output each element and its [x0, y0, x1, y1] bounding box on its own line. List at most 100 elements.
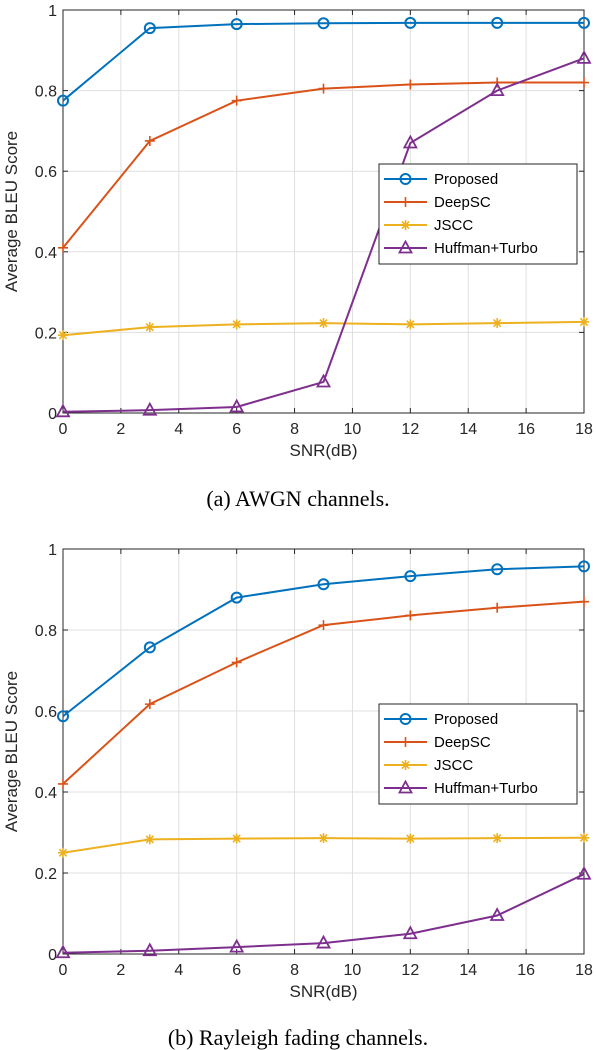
data-point	[229, 938, 245, 953]
legend-label: JSCC	[434, 757, 473, 774]
data-point	[576, 865, 592, 880]
axes-box	[62, 548, 585, 955]
x-tick-label: 4	[174, 962, 183, 979]
data-point	[58, 847, 68, 858]
legend-marker	[397, 239, 414, 254]
series-line	[62, 57, 585, 413]
data-point	[405, 79, 416, 90]
legend-label: JSCC	[434, 217, 473, 234]
data-point	[144, 699, 155, 710]
legend-label: Huffman+Turbo	[434, 780, 538, 797]
y-tick-label: 1	[48, 542, 57, 559]
data-point	[492, 833, 503, 844]
legend-label: Proposed	[434, 711, 498, 728]
data-point	[318, 83, 329, 94]
chart-panel-1: 0 2 4 6 8 10 12 14 16 18 0 0.2 0.4 0.6 0.8 1 SNR(dB) Aver…	[2, 3, 593, 511]
data-point	[57, 710, 69, 723]
data-point	[579, 596, 589, 607]
x-tick-label: 0	[59, 421, 68, 438]
data-point	[144, 322, 155, 333]
data-point	[402, 134, 418, 149]
data-point	[318, 833, 329, 844]
series-JSCC	[58, 832, 589, 858]
data-point	[404, 16, 417, 29]
legend-marker	[400, 197, 411, 207]
data-point	[315, 373, 332, 388]
data-point	[143, 641, 156, 654]
x-tick-label: 18	[575, 962, 593, 979]
data-point	[402, 925, 418, 940]
x-tick-label: 2	[116, 962, 125, 979]
chart-panel-2: 0 2 4 6 8 10 12 14 16 18 0 0.2 0.4 0.6 0.8 1 SNR(dB) Aver…	[2, 542, 593, 1050]
data-point	[317, 578, 330, 591]
x-tick-label: 14	[459, 421, 477, 438]
data-point	[405, 319, 416, 330]
data-point	[579, 832, 589, 843]
data-point	[58, 242, 68, 253]
legend: Proposed DeepSC JSCC Huffman+Turbo	[378, 703, 578, 805]
data-point	[578, 16, 590, 29]
figure-caption: (a) AWGN channels.	[206, 486, 389, 511]
x-tick-label: 6	[232, 421, 241, 438]
data-point	[492, 602, 503, 613]
y-tick-label: 0.8	[35, 84, 57, 101]
y-tick-label: 0.2	[35, 866, 57, 883]
data-point	[231, 833, 242, 844]
legend-label: Huffman+Turbo	[434, 240, 538, 257]
legend-marker	[400, 737, 411, 747]
series-JSCC	[58, 316, 589, 341]
data-point	[579, 77, 589, 88]
legend-marker	[399, 713, 412, 725]
data-point	[404, 570, 417, 583]
x-tick-label: 10	[344, 962, 362, 979]
series-Proposed	[57, 560, 590, 723]
data-point	[144, 135, 155, 146]
data-point	[576, 49, 592, 64]
data-point	[55, 403, 71, 418]
data-point	[489, 907, 505, 921]
y-tick-label: 0	[48, 406, 57, 423]
y-tick-label: 0.4	[35, 245, 57, 262]
x-tick-label: 8	[290, 421, 299, 438]
x-axis-label: SNR(dB)	[289, 441, 357, 460]
x-tick-label: 8	[290, 962, 299, 979]
data-point	[318, 318, 329, 329]
data-point	[142, 401, 158, 416]
data-point	[144, 834, 155, 845]
y-tick-label: 1	[48, 3, 57, 20]
data-point	[230, 591, 243, 604]
legend-marker	[397, 779, 414, 794]
data-point	[142, 942, 158, 957]
series-Huffman+Turbo	[55, 865, 592, 959]
data-point	[317, 17, 330, 30]
legend-marker	[400, 220, 411, 230]
data-point	[405, 610, 416, 621]
x-tick-label: 16	[517, 962, 535, 979]
y-tick-label: 0.4	[35, 785, 57, 802]
series-Huffman+Turbo	[55, 49, 592, 418]
x-tick-label: 4	[174, 421, 183, 438]
legend-label: DeepSC	[434, 734, 491, 751]
y-tick-label: 0.8	[35, 623, 57, 640]
data-point	[578, 560, 590, 573]
figure-caption: (b) Rayleigh fading channels.	[168, 1025, 428, 1050]
series-Proposed	[57, 16, 590, 107]
x-axis-label: SNR(dB)	[289, 982, 357, 1001]
legend-label: Proposed	[434, 171, 498, 188]
data-point	[489, 82, 505, 96]
legend-label: DeepSC	[434, 194, 491, 211]
legend: Proposed DeepSC JSCC Huffman+Turbo	[378, 163, 578, 265]
axes-box	[62, 9, 585, 414]
data-point	[405, 833, 416, 844]
x-tick-label: 10	[344, 421, 362, 438]
data-point	[491, 16, 504, 29]
data-point	[229, 398, 245, 413]
x-tick-label: 0	[59, 962, 68, 979]
x-tick-label: 18	[575, 421, 593, 438]
x-tick-label: 12	[401, 962, 419, 979]
data-point	[58, 330, 68, 341]
data-point	[231, 657, 242, 668]
series-line	[62, 873, 585, 954]
data-point	[57, 94, 69, 107]
